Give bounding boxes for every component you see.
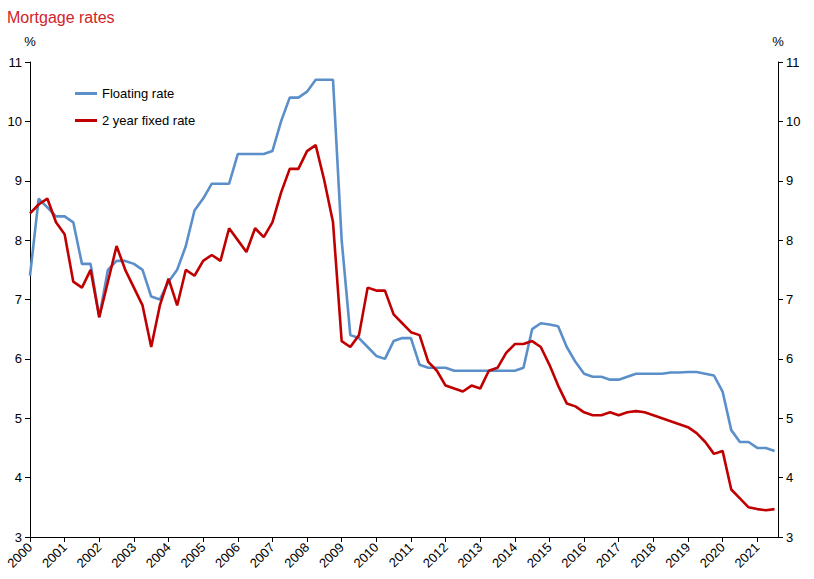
- svg-text:2010: 2010: [351, 540, 382, 571]
- svg-text:10: 10: [8, 114, 22, 129]
- svg-text:2008: 2008: [281, 540, 312, 571]
- svg-text:11: 11: [9, 55, 23, 70]
- svg-text:2020: 2020: [697, 540, 728, 571]
- svg-text:2003: 2003: [108, 540, 139, 571]
- svg-text:2000: 2000: [4, 540, 35, 571]
- svg-text:3: 3: [786, 530, 793, 545]
- svg-text:2013: 2013: [454, 540, 485, 571]
- svg-text:11: 11: [786, 55, 800, 70]
- svg-text:2004: 2004: [143, 540, 174, 571]
- svg-text:3: 3: [14, 529, 22, 545]
- svg-text:2002: 2002: [74, 540, 105, 571]
- svg-text:9: 9: [786, 173, 793, 188]
- svg-text:6: 6: [15, 351, 22, 366]
- svg-text:2007: 2007: [247, 540, 278, 571]
- svg-text:2021: 2021: [731, 540, 762, 571]
- svg-text:2019: 2019: [662, 540, 693, 571]
- svg-text:2012: 2012: [420, 540, 451, 571]
- svg-text:2011: 2011: [386, 540, 416, 570]
- svg-text:5: 5: [786, 411, 793, 426]
- svg-text:2017: 2017: [593, 540, 624, 571]
- svg-text:6: 6: [786, 351, 793, 366]
- svg-text:8: 8: [15, 233, 22, 248]
- svg-text:8: 8: [786, 233, 793, 248]
- svg-text:4: 4: [15, 470, 22, 485]
- svg-text:4: 4: [786, 470, 793, 485]
- svg-text:Floating rate: Floating rate: [102, 86, 174, 101]
- svg-text:9: 9: [15, 173, 22, 188]
- svg-text:2009: 2009: [316, 540, 347, 571]
- svg-text:2015: 2015: [524, 540, 555, 571]
- svg-text:Mortgage rates: Mortgage rates: [7, 9, 115, 26]
- svg-text:2 year fixed rate: 2 year fixed rate: [102, 113, 195, 128]
- svg-text:10: 10: [786, 114, 800, 129]
- svg-text:%: %: [772, 34, 784, 49]
- svg-text:2001: 2001: [39, 540, 70, 571]
- svg-text:2014: 2014: [489, 540, 520, 571]
- svg-text:7: 7: [15, 292, 22, 307]
- svg-text:2018: 2018: [628, 540, 659, 571]
- svg-text:2006: 2006: [212, 540, 243, 571]
- svg-text:7: 7: [786, 292, 793, 307]
- svg-text:2016: 2016: [558, 540, 589, 571]
- svg-text:2005: 2005: [177, 540, 208, 571]
- svg-text:5: 5: [15, 411, 22, 426]
- svg-text:%: %: [24, 34, 36, 49]
